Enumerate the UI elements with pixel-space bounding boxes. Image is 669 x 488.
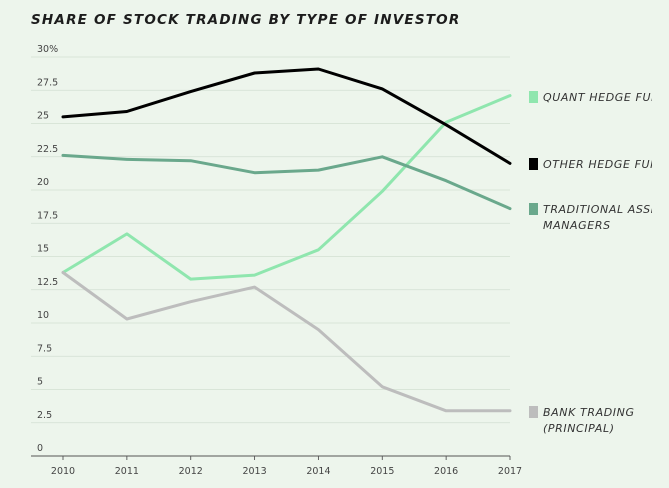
series-line-traditional-asset-managers: [61, 153, 512, 211]
grid-lines: [31, 56, 510, 424]
legend: QUANT HEDGE FUNDS OTHER HEDGE FUNDS TRADIT…: [529, 91, 669, 435]
legend-swatch-bank-trading-principal: [529, 406, 538, 418]
x-tick-label: 2014: [306, 466, 330, 477]
x-tick-label: 2011: [115, 466, 139, 477]
y-tick-label: 27.5: [37, 77, 58, 88]
y-tick-label: 5: [37, 377, 43, 388]
x-tick-labels: 2010 2011 2012 2013 2014 2015 2016 2017: [51, 466, 522, 477]
y-tick-label: 10: [37, 310, 49, 321]
x-axis: [31, 455, 511, 460]
y-tick-label: 20: [37, 177, 49, 188]
y-tick-label: 2.5: [37, 410, 52, 421]
series-line-other-hedge-funds: [61, 67, 512, 165]
chart-title: SHARE OF STOCK TRADING BY TYPE OF INVEST…: [31, 12, 461, 28]
legend-label-traditional-asset-managers: MANAGERS: [543, 219, 611, 232]
series-line-bank-trading-principal: [61, 271, 512, 413]
x-tick-label: 2010: [51, 466, 75, 477]
y-tick-label: 15: [37, 244, 49, 255]
x-tick-label: 2012: [179, 466, 203, 477]
y-tick-labels: 0 2.5 5 7.5 10 12.5 15 17.5 20 22.5 25 27.5 30%: [37, 44, 58, 454]
x-tick-label: 2017: [498, 466, 522, 477]
y-tick-label: 0: [37, 443, 43, 454]
x-tick-label: 2016: [434, 466, 458, 477]
y-tick-label: 30%: [37, 44, 58, 55]
legend-label-traditional-asset-managers: TRADITIONAL ASSET: [543, 203, 666, 216]
x-tick-label: 2015: [370, 466, 394, 477]
y-tick-label: 7.5: [37, 343, 52, 354]
y-tick-label: 17.5: [37, 210, 58, 221]
legend-label-bank-trading-principal: (PRINCIPAL): [543, 422, 615, 435]
series-line-quant-hedge-funds: [61, 94, 512, 281]
legend-swatch-quant-hedge-funds: [529, 91, 538, 103]
legend-label-quant-hedge-funds: QUANT HEDGE FUNDS: [543, 91, 669, 104]
series-lines: [61, 67, 512, 413]
legend-swatch-other-hedge-funds: [529, 158, 538, 170]
y-tick-label: 22.5: [37, 144, 58, 155]
legend-label-bank-trading-principal: BANK TRADING: [543, 406, 635, 419]
legend-label-other-hedge-funds: OTHER HEDGE FUNDS: [543, 158, 669, 171]
legend-swatch-traditional-asset-managers: [529, 203, 538, 215]
legend-items: QUANT HEDGE FUNDS OTHER HEDGE FUNDS TRADIT…: [529, 91, 669, 435]
x-tick-label: 2013: [242, 466, 266, 477]
y-tick-label: 25: [37, 111, 49, 122]
y-tick-label: 12.5: [37, 277, 58, 288]
